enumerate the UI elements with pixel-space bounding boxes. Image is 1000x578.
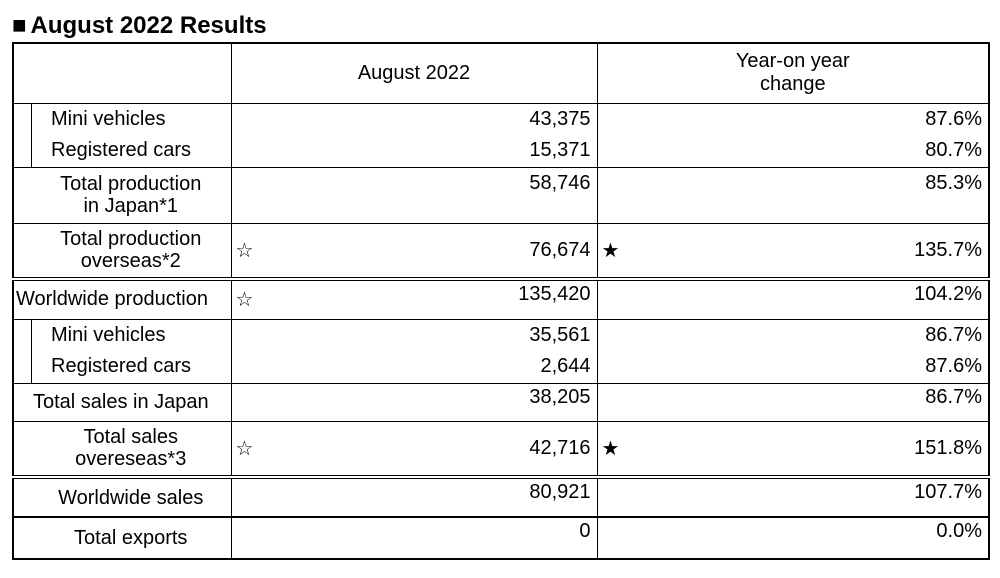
cell-value: 15,371 [259,135,597,167]
star-open-icon: ☆ [231,279,259,319]
row-label: Total sales overeseas*3 [31,421,231,477]
page-title: ■ August 2022 Results [12,12,988,40]
cell-value: 43,375 [259,103,597,135]
star-icon [231,351,259,383]
results-table: August 2022 Year-on year change Mini veh… [12,42,990,560]
cell-yoy: 0.0% [625,517,989,559]
star-icon [231,103,259,135]
cell-yoy: 86.7% [625,383,989,421]
cell-yoy: 87.6% [625,103,989,135]
star-open-icon: ☆ [231,421,259,477]
row-label: Mini vehicles [51,319,231,351]
cell-value: 0 [259,517,597,559]
star-icon [597,279,625,319]
row-label: Total production overseas*2 [31,223,231,279]
row-label: Mini vehicles [51,103,231,135]
table-row: Registered cars 15,371 80.7% [13,135,989,167]
star-icon [231,383,259,421]
row-label: Worldwide sales [31,477,231,517]
star-icon [597,135,625,167]
col-header-value: August 2022 [231,43,597,103]
cell-value: 58,746 [259,167,597,223]
star-filled-icon: ★ [597,421,625,477]
table-row: Total production overseas*2 ☆ 76,674 ★ 1… [13,223,989,279]
col-header-yoy: Year-on year change [597,43,989,103]
table-row: Worldwide production ☆ 135,420 104.2% [13,279,989,319]
cell-value: 42,716 [259,421,597,477]
cell-yoy: 104.2% [625,279,989,319]
star-icon [597,351,625,383]
row-label: Worldwide production [14,288,208,310]
table-row: Worldwide sales 80,921 107.7% [13,477,989,517]
cell-value: 38,205 [259,383,597,421]
star-filled-icon: ★ [597,223,625,279]
star-icon [231,167,259,223]
title-text: August 2022 Results [31,12,267,40]
cell-yoy: 86.7% [625,319,989,351]
table-header-row: August 2022 Year-on year change [13,43,989,103]
cell-yoy: 151.8% [625,421,989,477]
star-icon [231,477,259,517]
cell-yoy: 107.7% [625,477,989,517]
cell-value: 35,561 [259,319,597,351]
star-icon [597,319,625,351]
table-row: Total sales overeseas*3 ☆ 42,716 ★ 151.8… [13,421,989,477]
row-label: Total sales in Japan [31,383,231,421]
star-icon [597,103,625,135]
table-row: Registered cars 2,644 87.6% [13,351,989,383]
star-open-icon: ☆ [231,223,259,279]
row-label: Total exports [31,517,231,559]
cell-yoy: 80.7% [625,135,989,167]
star-icon [231,517,259,559]
star-icon [597,517,625,559]
cell-value: 2,644 [259,351,597,383]
cell-yoy: 87.6% [625,351,989,383]
row-label: Total production in Japan*1 [31,167,231,223]
title-bullet: ■ [12,12,27,40]
table-row: Total exports 0 0.0% [13,517,989,559]
cell-yoy: 135.7% [625,223,989,279]
row-label: Registered cars [51,351,231,383]
star-icon [597,383,625,421]
cell-value: 80,921 [259,477,597,517]
cell-value: 135,420 [259,279,597,319]
star-icon [597,167,625,223]
table-row: Total sales in Japan 38,205 86.7% [13,383,989,421]
table-row: Mini vehicles 43,375 87.6% [13,103,989,135]
table-row: Total production in Japan*1 58,746 85.3% [13,167,989,223]
cell-yoy: 85.3% [625,167,989,223]
cell-value: 76,674 [259,223,597,279]
star-icon [231,135,259,167]
table-row: Mini vehicles 35,561 86.7% [13,319,989,351]
star-icon [597,477,625,517]
row-label: Registered cars [51,135,231,167]
star-icon [231,319,259,351]
